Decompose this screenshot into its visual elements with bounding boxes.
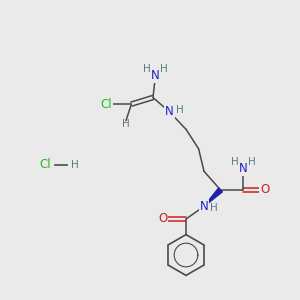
Text: H: H [70,160,78,170]
Text: N: N [238,162,247,175]
Text: O: O [260,183,269,196]
Text: N: N [200,200,208,213]
Text: H: H [122,119,130,129]
Text: H: H [210,203,218,213]
Text: H: H [176,105,183,116]
Text: N: N [165,105,174,119]
Text: Cl: Cl [39,158,51,172]
Text: Cl: Cl [101,98,112,111]
Text: N: N [151,69,160,82]
Polygon shape [204,188,222,206]
Text: H: H [231,157,239,167]
Text: H: H [248,157,255,167]
Text: O: O [158,212,167,226]
Text: H: H [143,64,151,74]
Text: H: H [160,64,168,74]
